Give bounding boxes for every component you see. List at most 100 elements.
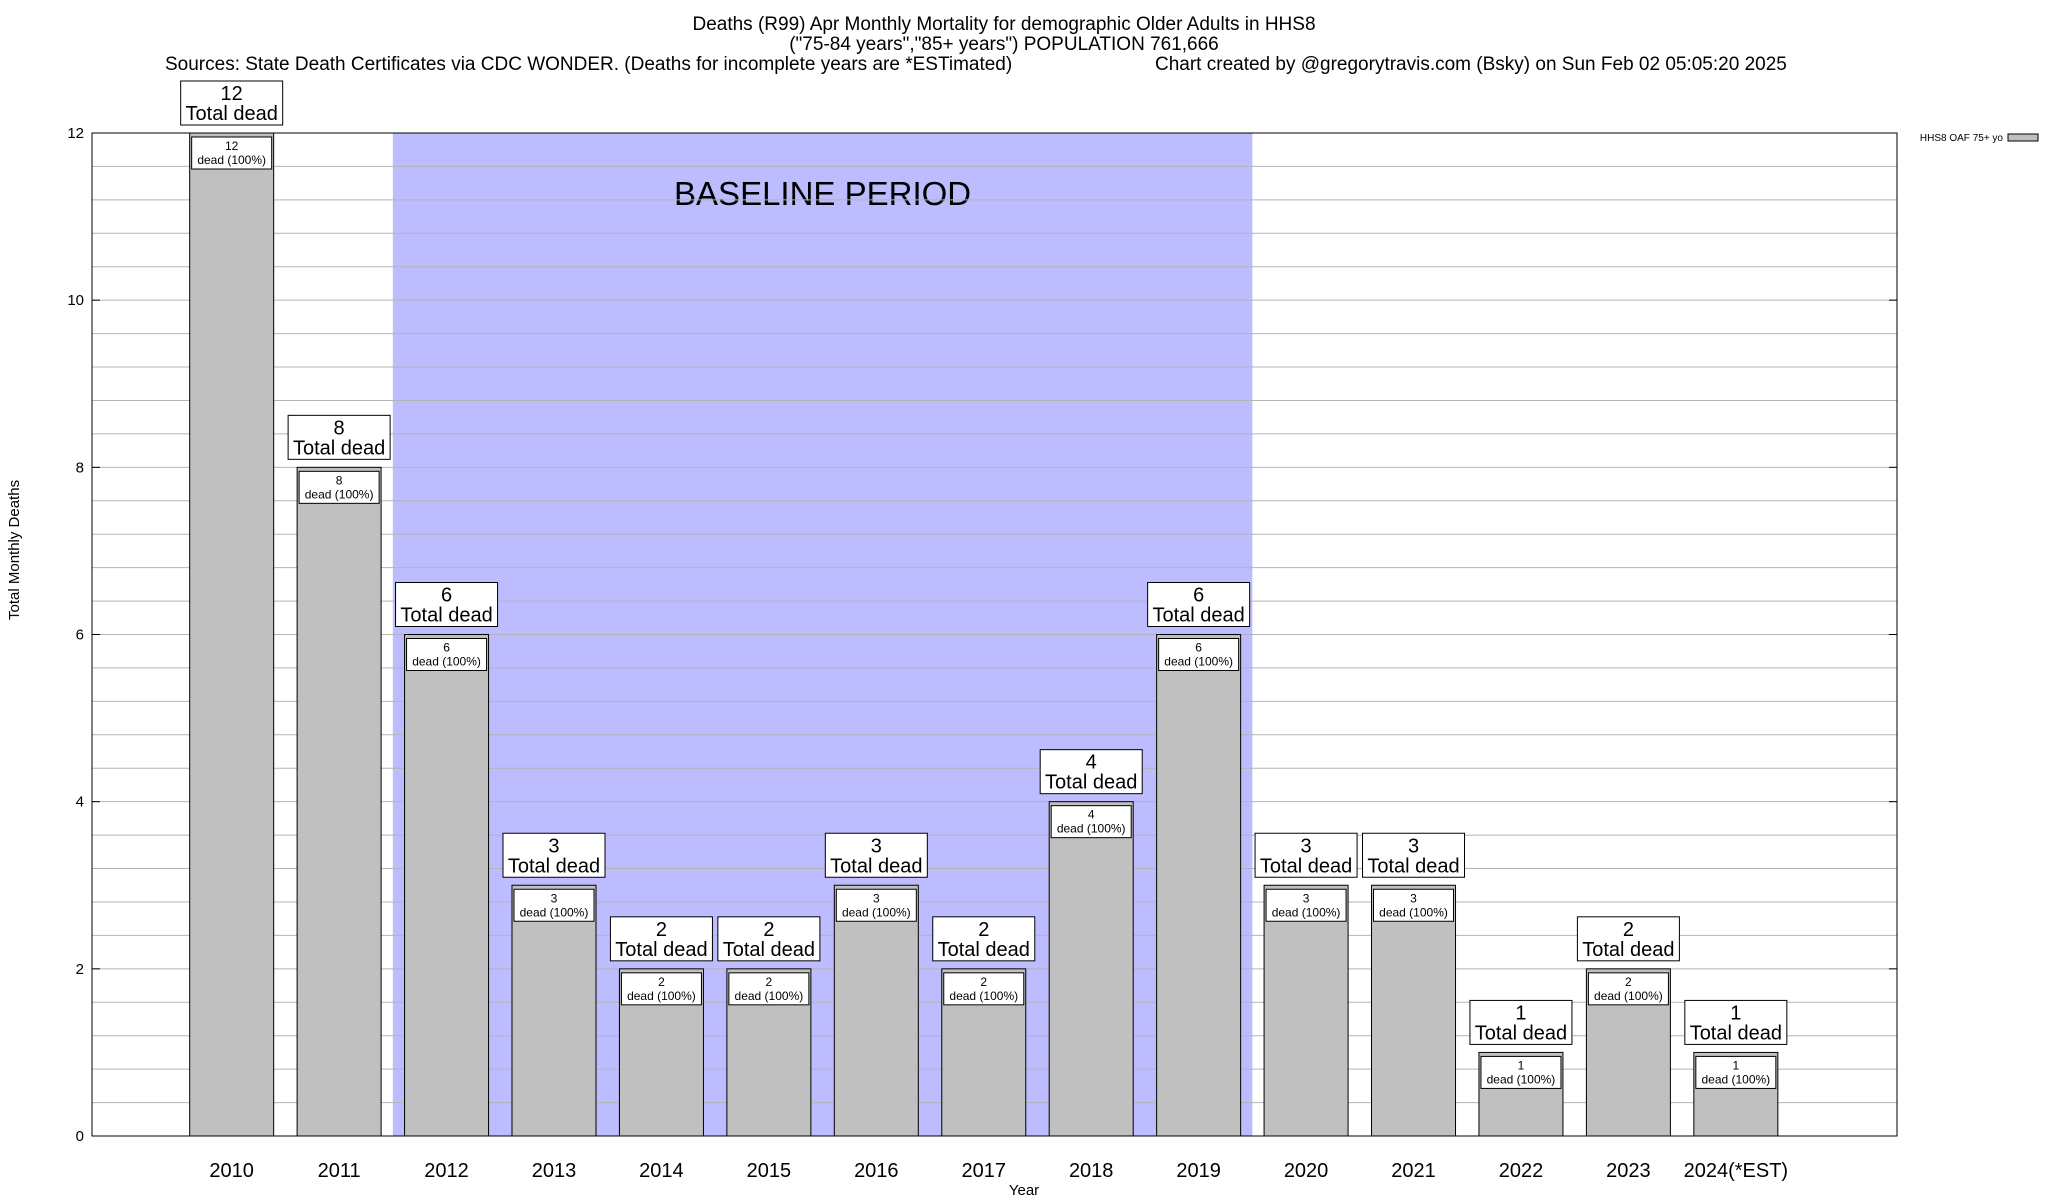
bar-total-label-box	[287, 414, 391, 460]
chart-title: Deaths (R99) Apr Monthly Mortality for d…	[692, 14, 1316, 35]
bar-total-label-box	[1039, 749, 1143, 795]
bar-inner-label-box	[1158, 638, 1240, 671]
bar-inner-value: 3	[873, 891, 880, 905]
bar-total-value: 6	[1193, 585, 1204, 607]
y-tick-label: 8	[76, 459, 84, 476]
bar-total-label: Total dead	[1690, 1022, 1782, 1044]
bar-total-label-box	[1684, 999, 1788, 1045]
legend-swatch	[2007, 133, 2039, 142]
bar	[1156, 634, 1242, 1137]
x-tick-label: 2021	[1391, 1160, 1436, 1182]
x-tick-label: 2010	[209, 1160, 254, 1182]
bar-inner-label-box	[1480, 1055, 1562, 1089]
bar-inner-percent: dead (100%)	[1164, 655, 1233, 669]
bar-total-label: Total dead	[1045, 772, 1137, 794]
bar-total-value: 1	[1730, 1002, 1741, 1024]
bar-inner-label-box	[513, 888, 595, 922]
bar-total-label-box	[717, 916, 821, 962]
bar-inner-label-box	[620, 972, 702, 1006]
y-tick-label: 2	[76, 961, 84, 978]
baseline-period-label: BASELINE PERIOD	[674, 175, 971, 212]
bar-inner-label-box	[1695, 1055, 1777, 1089]
bar-total-label: Total dead	[830, 855, 922, 877]
x-tick-label: 2018	[1069, 1160, 1114, 1182]
bar-inner-value: 2	[980, 975, 987, 989]
y-tick-label: 6	[76, 627, 84, 644]
legend-label: HHS8 OAF 75+ yo	[1920, 133, 2004, 144]
credit-note: Chart created by @gregorytravis.com (Bsk…	[1155, 54, 1787, 75]
bar-inner-label-box	[406, 638, 488, 671]
bar-total-value: 6	[441, 585, 452, 607]
bar-inner-percent: dead (100%)	[627, 989, 696, 1003]
bar-inner-value: 2	[658, 975, 665, 989]
bar-inner-label-box	[1587, 972, 1669, 1006]
bar-inner-percent: dead (100%)	[735, 989, 804, 1003]
bar-inner-label-box	[943, 972, 1025, 1006]
bar-total-label: Total dead	[186, 103, 278, 125]
bar-total-label: Total dead	[938, 939, 1030, 961]
bar-inner-label-box	[298, 470, 380, 504]
bar-inner-label-box	[191, 136, 273, 170]
x-tick-label: 2012	[424, 1160, 469, 1182]
bar	[833, 884, 919, 1137]
bar-total-label: Total dead	[723, 939, 815, 961]
bar	[1263, 884, 1349, 1137]
y-tick-label: 0	[76, 1128, 84, 1145]
y-tick-label: 12	[67, 125, 84, 142]
bar-total-value: 3	[1301, 835, 1312, 857]
bar-inner-percent: dead (100%)	[1272, 905, 1341, 919]
x-tick-label: 2011	[318, 1160, 361, 1182]
y-axis-label: Total Monthly Deaths	[6, 479, 23, 620]
x-tick-label: 2013	[532, 1160, 577, 1182]
bar-total-value: 2	[656, 919, 667, 941]
bar-total-label: Total dead	[1475, 1022, 1567, 1044]
plot-frame	[91, 132, 1898, 1137]
bar	[1371, 884, 1457, 1137]
bar-inner-value: 6	[443, 641, 450, 655]
bar-inner-percent: dead (100%)	[412, 655, 481, 669]
bar-total-label-box	[1362, 832, 1466, 878]
bar	[404, 634, 490, 1137]
bar-total-label-box	[824, 832, 928, 878]
bar-total-label-box	[1469, 999, 1573, 1045]
bar-total-label-box	[395, 582, 499, 627]
bar-total-label-box	[609, 916, 713, 962]
bar-total-label-box	[1576, 916, 1680, 962]
bar-total-label: Total dead	[1582, 939, 1674, 961]
bar-total-label: Total dead	[615, 939, 707, 961]
bar-total-label: Total dead	[400, 605, 492, 627]
y-tick-label: 4	[76, 794, 84, 811]
bar-inner-percent: dead (100%)	[197, 153, 266, 167]
bar-inner-percent: dead (100%)	[1594, 989, 1663, 1003]
bar-inner-label-box	[1050, 805, 1132, 839]
bar	[511, 884, 597, 1137]
x-tick-label: 2023	[1606, 1160, 1651, 1182]
bar-total-label-box	[502, 832, 606, 878]
bar-inner-percent: dead (100%)	[305, 487, 374, 501]
bar-total-value: 4	[1086, 752, 1097, 774]
bar-total-value: 2	[1623, 919, 1634, 941]
x-tick-label: 2016	[854, 1160, 899, 1182]
bar-inner-label-box	[1373, 888, 1455, 922]
bar-inner-value: 3	[1410, 891, 1417, 905]
bar-inner-percent: dead (100%)	[1487, 1072, 1556, 1086]
bar-total-label: Total dead	[1260, 855, 1352, 877]
bar-inner-value: 3	[1303, 891, 1310, 905]
bar	[296, 466, 382, 1137]
bar-total-label: Total dead	[508, 855, 600, 877]
bar-total-label: Total dead	[1152, 605, 1244, 627]
bar-inner-percent: dead (100%)	[1379, 905, 1448, 919]
x-tick-label: 2022	[1499, 1160, 1544, 1182]
bar-total-label-box	[1147, 582, 1251, 627]
x-tick-label: 2015	[747, 1160, 792, 1182]
bar-total-value: 3	[871, 835, 882, 857]
bar-inner-percent: dead (100%)	[842, 905, 911, 919]
bar	[189, 132, 275, 1137]
bar-inner-percent: dead (100%)	[520, 905, 589, 919]
bar-inner-value: 6	[1195, 641, 1202, 655]
x-tick-label: 2014	[639, 1160, 684, 1182]
bar-inner-value: 2	[766, 975, 773, 989]
bar-inner-value: 3	[551, 891, 558, 905]
bar-inner-percent: dead (100%)	[1701, 1072, 1770, 1086]
